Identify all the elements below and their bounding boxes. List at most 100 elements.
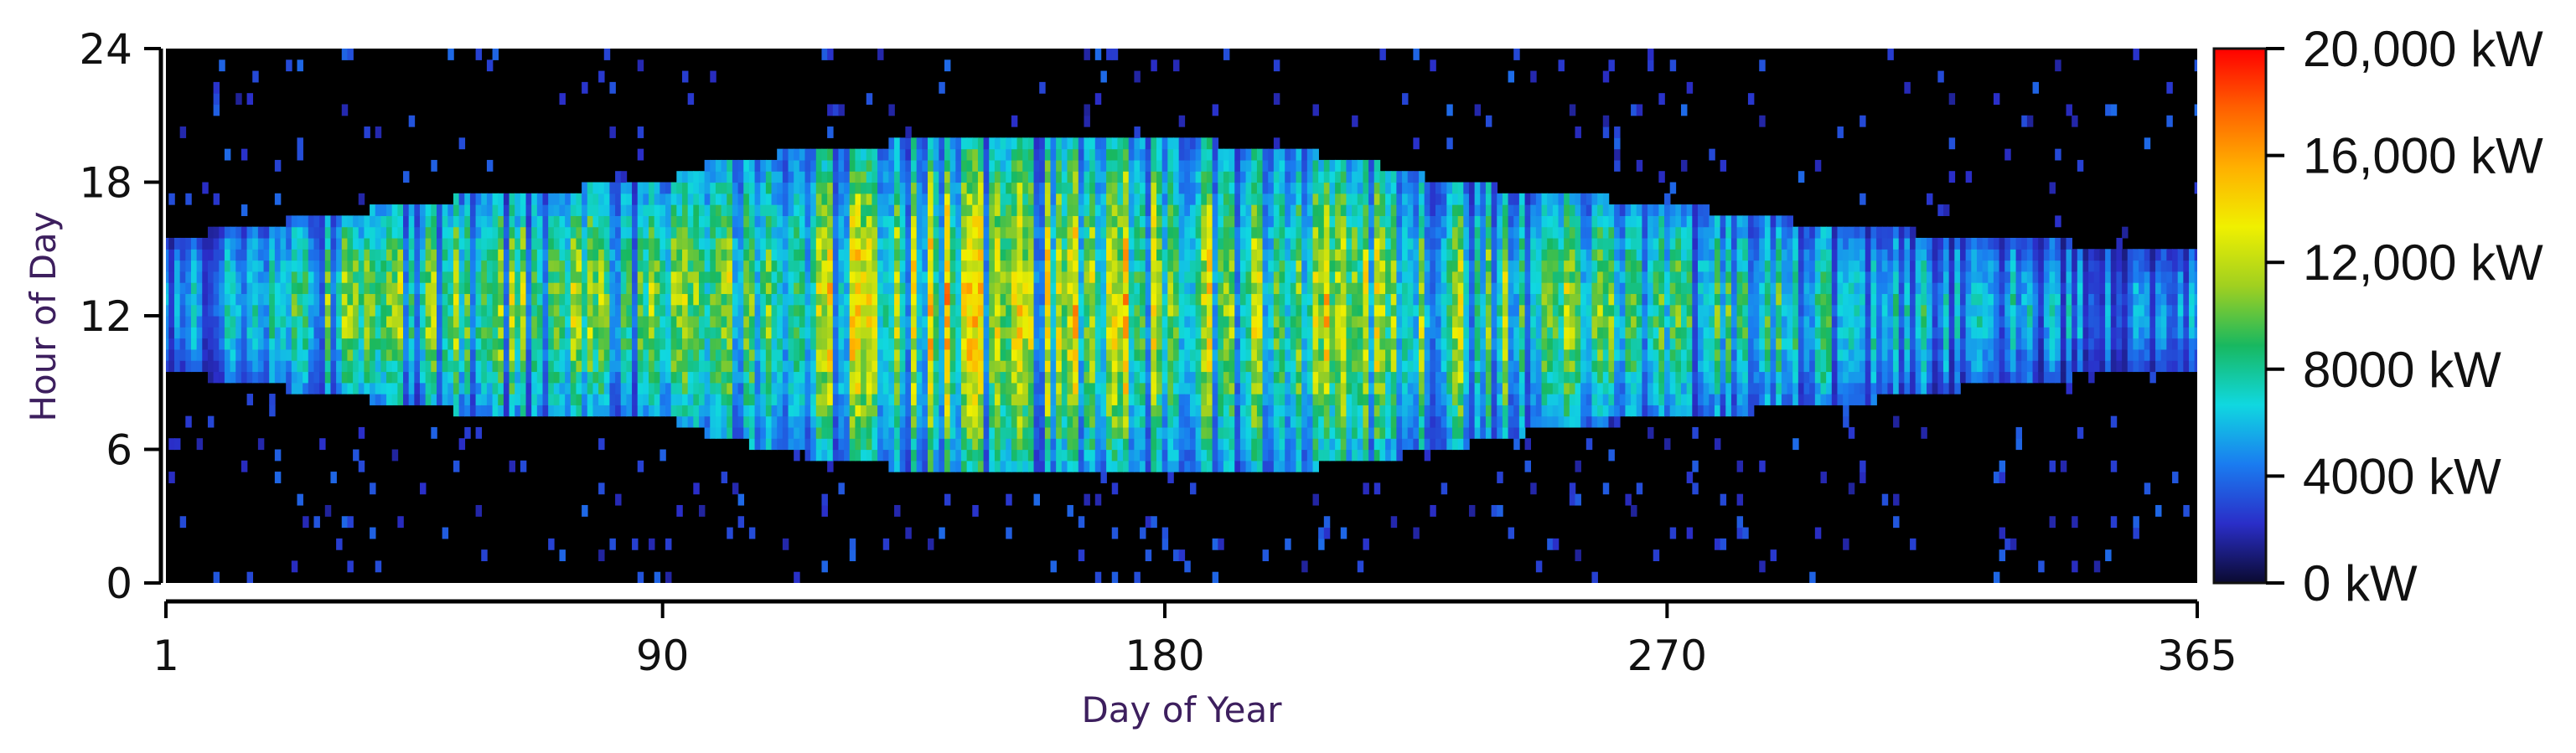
heat-cell	[765, 338, 773, 350]
heat-cell	[391, 271, 399, 283]
heat-cell	[1100, 182, 1107, 194]
heat-cell	[1195, 137, 1203, 150]
heat-cell	[660, 304, 666, 317]
heat-cell	[453, 215, 460, 228]
heat-cell	[1273, 304, 1280, 317]
heat-cell	[486, 204, 494, 216]
heat-cell	[721, 237, 728, 250]
heat-cell	[190, 327, 198, 339]
heat-cell	[168, 282, 175, 295]
heat-cell	[1084, 249, 1090, 261]
heat-cell	[603, 371, 611, 384]
heat-cell	[570, 293, 577, 306]
heat-cell	[905, 382, 912, 395]
heat-cell	[949, 137, 957, 150]
heat-cell	[821, 348, 828, 361]
heat-cell	[364, 237, 370, 250]
heat-cell	[582, 504, 588, 517]
heat-cell	[849, 304, 856, 317]
heat-cell	[1084, 438, 1090, 451]
heat-cell	[486, 237, 494, 250]
heat-cell	[1094, 360, 1102, 373]
heat-cell	[899, 148, 907, 161]
heat-cell	[815, 260, 823, 272]
heat-cell	[687, 171, 695, 183]
heat-cell	[1117, 327, 1124, 339]
heat-cell	[760, 426, 767, 439]
heat-cell	[609, 237, 616, 250]
heat-cell	[1218, 360, 1224, 373]
heat-cell	[286, 226, 292, 239]
heat-cell	[894, 405, 901, 417]
heat-cell	[1223, 282, 1230, 295]
heat-cell	[570, 348, 577, 361]
heat-cell	[358, 304, 365, 317]
heat-cell	[475, 226, 483, 239]
heat-cell	[592, 249, 599, 261]
heat-cell	[525, 215, 532, 228]
heat-cell	[1050, 282, 1057, 295]
heat-cell	[1251, 460, 1258, 472]
heat-cell	[799, 271, 806, 283]
heat-cell	[1094, 493, 1102, 506]
heat-cell	[503, 316, 510, 328]
heat-cell	[436, 360, 443, 373]
heat-cell	[838, 371, 845, 384]
heat-cell	[1084, 237, 1090, 250]
heat-cell	[1218, 271, 1224, 283]
heat-cell	[525, 382, 532, 395]
heat-cell	[1151, 293, 1157, 306]
heat-cell	[983, 182, 991, 194]
heat-cell	[297, 137, 303, 150]
heat-cell	[905, 282, 912, 295]
heat-cell	[436, 204, 443, 216]
heat-cell	[391, 382, 399, 395]
heat-cell	[1084, 371, 1090, 384]
heat-cell	[827, 249, 834, 261]
heat-cell	[1285, 282, 1291, 295]
heat-cell	[1089, 237, 1096, 250]
heat-cell	[1027, 304, 1035, 317]
heat-cell	[1161, 260, 1169, 272]
heat-cell	[364, 360, 370, 373]
heat-cell	[1178, 426, 1186, 439]
heat-cell	[1245, 460, 1253, 472]
heat-cell	[765, 304, 773, 317]
heat-cell	[587, 193, 594, 205]
heat-cell	[955, 371, 962, 384]
heat-cell	[861, 215, 867, 228]
heat-cell	[224, 316, 231, 328]
heat-cell	[989, 316, 996, 328]
heat-cell	[922, 226, 928, 239]
heat-cell	[358, 226, 365, 239]
heat-cell	[994, 226, 1001, 239]
heat-cell	[832, 282, 840, 295]
heat-cell	[1123, 182, 1130, 194]
heat-cell	[1262, 348, 1270, 361]
heat-cell	[403, 171, 410, 183]
heat-cell	[1094, 249, 1102, 261]
heat-cell	[1011, 460, 1018, 472]
heat-cell	[922, 182, 928, 194]
heat-cell	[844, 304, 851, 317]
heat-cell	[620, 382, 628, 395]
heat-cell	[1184, 193, 1191, 205]
heat-cell	[1223, 237, 1230, 250]
heat-cell	[911, 171, 918, 183]
heat-cell	[788, 171, 794, 183]
heat-cell	[1229, 438, 1236, 451]
heat-cell	[916, 438, 923, 451]
heat-cell	[693, 193, 700, 205]
heat-cell	[637, 148, 644, 161]
heat-cell	[173, 338, 181, 350]
heat-cell	[681, 171, 689, 183]
heat-cell	[1067, 171, 1073, 183]
heat-cell	[899, 405, 907, 417]
heat-cell	[1073, 148, 1079, 161]
heat-cell	[246, 226, 254, 239]
heat-cell	[844, 371, 851, 384]
heat-cell	[453, 394, 460, 405]
heat-cell	[436, 394, 443, 405]
heat-cell	[609, 316, 616, 328]
heat-cell	[1290, 426, 1297, 439]
